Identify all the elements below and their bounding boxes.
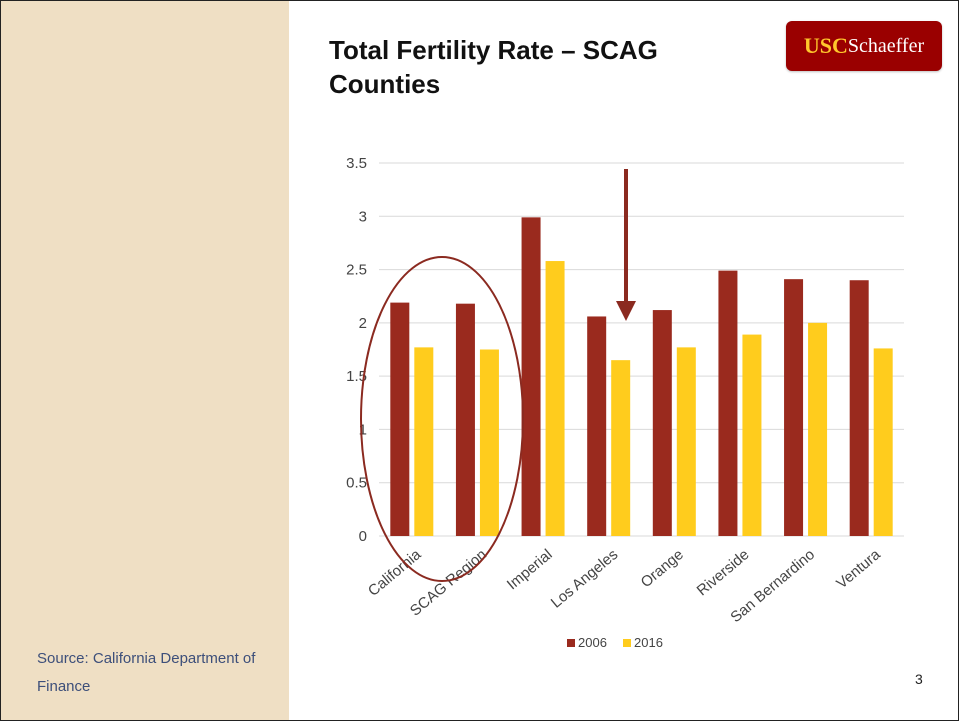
slide-title: Total Fertility Rate – SCAG Counties [329, 35, 658, 99]
bar-2016 [611, 360, 631, 536]
bar-2006 [849, 280, 869, 536]
logo-usc-text: USC [803, 33, 848, 58]
bar-2006 [718, 270, 738, 536]
page-number: 3 [915, 671, 923, 687]
chart-annotations [360, 169, 636, 582]
sidebar-panel: Source: California Department of Finance [1, 1, 289, 720]
bar-2016 [873, 348, 893, 536]
usc-schaeffer-logo: USC Schaeffer [786, 21, 942, 71]
x-tick-label: Imperial [504, 546, 556, 593]
y-tick-label: 3 [359, 208, 367, 225]
bar-2006 [587, 316, 607, 536]
bar-2006 [455, 303, 475, 536]
legend-swatch-2006 [567, 639, 575, 647]
x-tick-label: Ventura [833, 546, 884, 593]
x-tick-label: Orange [638, 546, 687, 591]
bar-2016 [479, 349, 499, 536]
chart-bars [390, 217, 893, 536]
x-tick-label: Los Angeles [548, 546, 622, 612]
y-tick-label: 2 [359, 315, 367, 332]
bar-2016 [676, 347, 696, 536]
bar-2016 [742, 334, 762, 536]
legend-label-2016: 2016 [634, 635, 663, 650]
y-tick-label: 1.5 [346, 368, 367, 385]
logo-schaeffer-text: Schaeffer [847, 34, 925, 57]
bar-2006 [784, 279, 804, 536]
highlight-arrow-head [616, 301, 636, 321]
bar-2016 [808, 322, 828, 536]
legend-label-2006: 2006 [578, 635, 607, 650]
x-tick-label: Riverside [694, 546, 753, 599]
y-axis-ticks: 0 0.5 1 1.5 2 2.5 3 3.5 [346, 155, 367, 545]
y-tick-label: 3.5 [346, 155, 367, 172]
bar-2006 [521, 217, 541, 536]
chart-legend: 2006 2016 [567, 635, 663, 650]
source-note: Source: California Department of Finance [37, 650, 256, 695]
legend-swatch-2016 [623, 639, 631, 647]
bar-2006 [652, 310, 672, 536]
y-tick-label: 0.5 [346, 475, 367, 492]
bar-2006 [390, 302, 410, 536]
bar-2016 [414, 347, 434, 536]
y-tick-label: 1 [359, 421, 367, 438]
bar-2016 [545, 261, 565, 536]
highlight-ellipse [360, 256, 524, 582]
y-tick-label: 2.5 [346, 262, 367, 279]
y-tick-label: 0 [359, 528, 367, 545]
